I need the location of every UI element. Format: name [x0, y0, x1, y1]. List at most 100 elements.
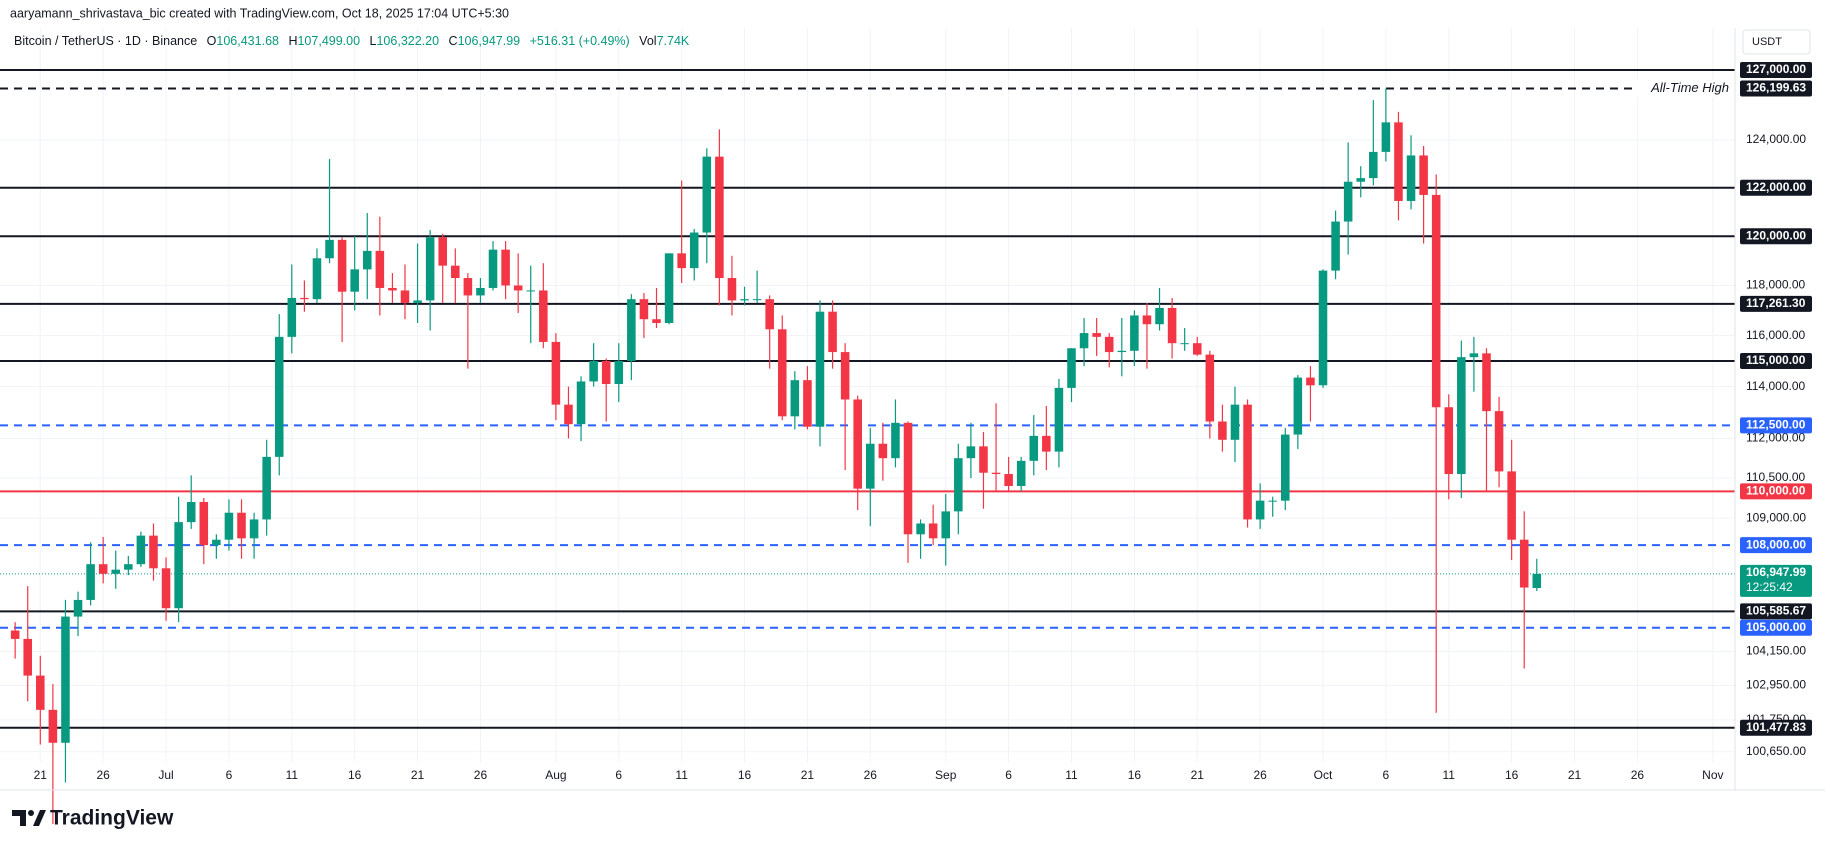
candle-body	[777, 329, 787, 417]
candle-body	[702, 156, 712, 233]
candle-body	[614, 360, 624, 385]
candle-body	[61, 616, 70, 743]
candle-body	[48, 709, 58, 743]
x-tick-label: 11	[1443, 768, 1456, 782]
candle-body	[752, 299, 762, 301]
candle-body	[1532, 573, 1542, 589]
candle-body	[1218, 421, 1227, 440]
y-tick-label: 112,000.00	[1746, 431, 1805, 445]
y-tick-label: 114,000.00	[1746, 379, 1805, 393]
candle-body	[1281, 434, 1290, 501]
candle-body	[689, 232, 699, 269]
candle-body	[941, 511, 951, 539]
candle-body	[463, 278, 473, 296]
candle-body	[1042, 435, 1051, 452]
candle-body	[1457, 357, 1466, 475]
currency-box[interactable]	[1742, 29, 1811, 55]
price-tag-label: 115,000.00	[1746, 353, 1806, 367]
candle-body	[199, 502, 209, 546]
price-tag	[1740, 352, 1812, 369]
candle-body	[1104, 336, 1114, 353]
price-tag	[1740, 603, 1812, 620]
candle-body	[224, 512, 234, 540]
price-tag	[1740, 228, 1812, 245]
logo-icon	[28, 810, 34, 816]
candle-body	[551, 341, 561, 405]
candle-body	[350, 269, 359, 292]
x-tick-label: 21	[34, 768, 48, 782]
candle-body	[362, 250, 372, 270]
candle-body	[1255, 500, 1265, 520]
legend: Bitcoin / TetherUS · 1D · Binance O106,4…	[14, 34, 690, 48]
x-tick-label: Sep	[935, 768, 957, 782]
price-tag-label: 110,000.00	[1746, 483, 1806, 497]
open-value: 106,431.68	[216, 34, 279, 48]
x-tick-label: Aug	[545, 768, 566, 782]
candle-body	[98, 564, 108, 574]
candle-body	[476, 287, 485, 296]
price-tag	[1740, 295, 1812, 312]
candle-body	[1469, 353, 1479, 358]
candle-body	[1167, 307, 1177, 344]
candle-body	[853, 399, 862, 489]
annotation: All-Time High	[1650, 80, 1729, 95]
candle-body	[526, 290, 536, 292]
x-tick-label: Oct	[1314, 768, 1333, 782]
candle-body	[1343, 181, 1353, 222]
candle-body	[727, 278, 737, 301]
candle-body	[237, 512, 246, 539]
candle-body	[287, 297, 297, 337]
price-tag	[1740, 61, 1812, 78]
candle-body	[790, 380, 800, 417]
currency[interactable]: USDT	[1752, 36, 1782, 48]
candle-body	[400, 290, 410, 303]
logo-icon	[33, 810, 46, 826]
low-value: 106,322.20	[376, 34, 439, 48]
candle-body	[1117, 350, 1127, 353]
level-layer: All-Time High	[0, 68, 1735, 729]
candle-body	[601, 360, 611, 385]
candle-body	[124, 564, 133, 570]
symbol: Bitcoin / TetherUS · 1D · Binance	[14, 34, 197, 48]
candle-body	[111, 569, 121, 574]
candle-body	[36, 675, 45, 710]
candle-body	[274, 336, 284, 457]
open-label: O	[207, 34, 217, 48]
candle-layer	[10, 88, 1542, 825]
price-tag-label: 105,585.67	[1746, 604, 1806, 618]
candle-body	[212, 539, 221, 546]
high-value: 107,499.00	[297, 34, 360, 48]
x-tick-label: 6	[226, 768, 233, 782]
x-tick-label: 21	[801, 768, 815, 782]
credit: aaryamann_shrivastava_bic created with T…	[10, 6, 509, 20]
candle-body	[23, 638, 33, 676]
last-price-tag	[1740, 564, 1812, 597]
candle-body	[677, 253, 686, 269]
candle-body	[1230, 404, 1240, 440]
x-tick-label: 6	[1005, 768, 1012, 782]
candle-body	[1092, 333, 1101, 337]
candle-body	[639, 299, 649, 320]
candle-body	[149, 535, 158, 569]
price-tag	[1740, 80, 1812, 97]
candle-body	[979, 446, 988, 473]
x-tick-label: 26	[1253, 768, 1267, 782]
candle-body	[627, 299, 636, 361]
candle-body	[1054, 387, 1064, 452]
candle-body	[425, 237, 435, 301]
y-tick-label: 109,000.00	[1746, 510, 1806, 524]
candle-body	[954, 458, 963, 512]
candle-body	[1331, 221, 1340, 271]
x-tick-label: 21	[411, 768, 425, 782]
x-tick-label: 16	[1505, 768, 1519, 782]
x-tick-label: 11	[1065, 768, 1078, 782]
price-tag-label: 122,000.00	[1746, 180, 1806, 194]
candle-body	[413, 300, 422, 303]
y-tick-label: 104,150.00	[1746, 644, 1806, 658]
candle-body	[451, 265, 460, 279]
candle-body	[1356, 178, 1366, 182]
candle-body	[1004, 474, 1013, 486]
logo-icon	[12, 810, 26, 826]
candle-body	[1016, 460, 1026, 486]
